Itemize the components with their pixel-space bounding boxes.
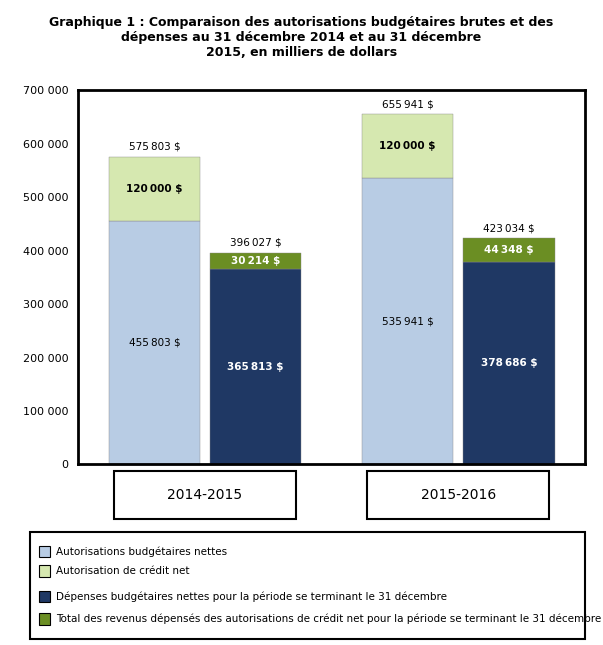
Text: 365 813 $: 365 813 $ [227, 362, 284, 372]
Text: 120 000 $: 120 000 $ [379, 141, 436, 151]
Bar [463, 238, 555, 262]
Text: 378 686 $: 378 686 $ [481, 358, 537, 368]
Text: 655 941 $: 655 941 $ [382, 99, 434, 109]
Text: 44 348 $: 44 348 $ [484, 245, 534, 255]
Text: 455 803 $: 455 803 $ [128, 337, 180, 348]
Text: Total des revenus dépensés des autorisations de crédit net pour la période se te: Total des revenus dépensés des autorisat… [56, 614, 601, 624]
Bar [109, 157, 200, 221]
Bar [210, 253, 302, 269]
Text: 30 214 $: 30 214 $ [231, 256, 280, 266]
Text: 120 000 $: 120 000 $ [126, 184, 183, 194]
Text: Graphique 1 : Comparaison des autorisations budgétaires brutes et des
dépenses a: Graphique 1 : Comparaison des autorisati… [49, 16, 554, 59]
Text: 2014-2015: 2014-2015 [168, 488, 242, 502]
Bar [210, 269, 302, 464]
Text: Autorisations budgétaires nettes: Autorisations budgétaires nettes [56, 546, 227, 557]
Bar [362, 178, 453, 464]
Text: 575 803 $: 575 803 $ [128, 142, 180, 152]
Text: Dépenses budgétaires nettes pour la période se terminant le 31 décembre: Dépenses budgétaires nettes pour la péri… [56, 591, 447, 602]
Text: Autorisation de crédit net: Autorisation de crédit net [56, 566, 189, 576]
Bar [362, 114, 453, 178]
Bar [463, 262, 555, 464]
Text: 423 034 $: 423 034 $ [483, 224, 535, 233]
Text: 396 027 $: 396 027 $ [230, 238, 282, 248]
Bar [109, 221, 200, 464]
Text: 2015-2016: 2015-2016 [421, 488, 496, 502]
Text: 535 941 $: 535 941 $ [382, 316, 434, 326]
